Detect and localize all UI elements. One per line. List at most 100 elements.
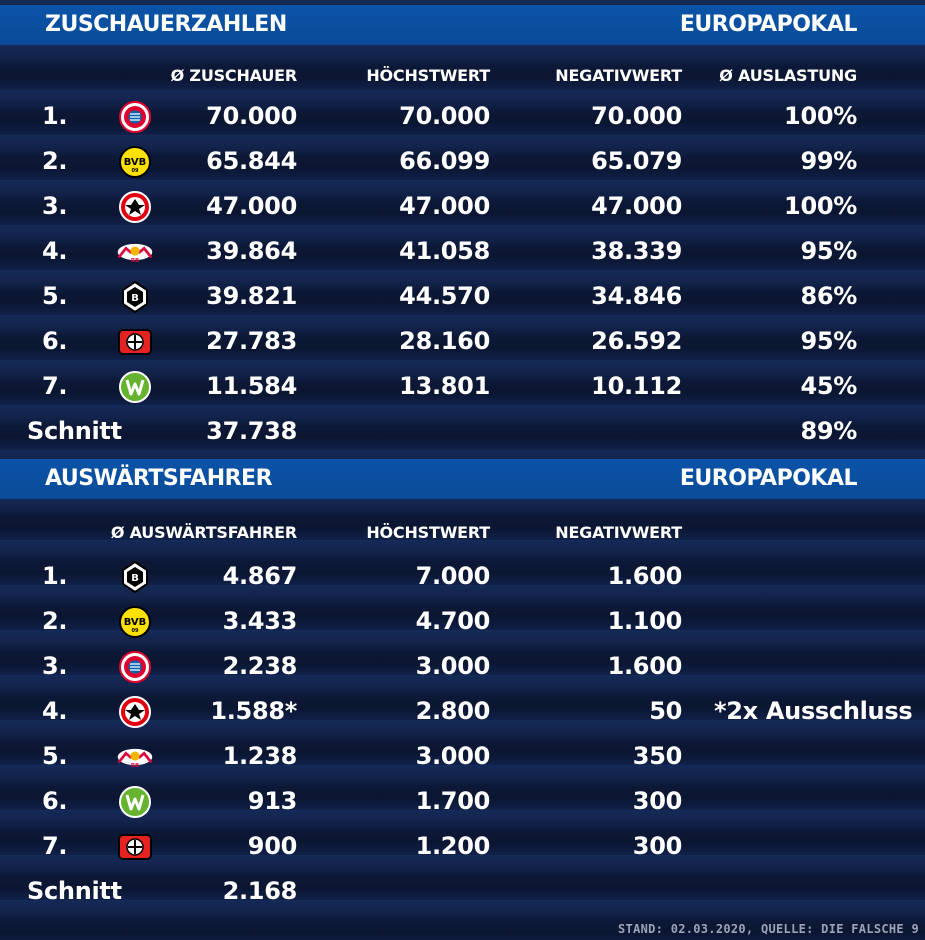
source-footer: STAND: 02.03.2020, QUELLE: DIE FALSCHE 9 [618, 922, 919, 936]
high-value: 28.160 [399, 327, 490, 355]
low-value: 300 [632, 832, 683, 860]
rank-label: 7. [42, 372, 68, 400]
rank-label: 2. [42, 147, 68, 175]
away-title: AUSWÄRTSFAHRER [45, 466, 273, 491]
high-value: 44.570 [399, 282, 490, 310]
rank-label: 1. [42, 102, 68, 130]
svg-text:09: 09 [132, 628, 139, 634]
avg-value: 39.864 [206, 237, 297, 265]
attendance-row: 4. 39.864 41.058 38.339 95% RB [0, 229, 925, 274]
col-avg-away: Ø AUSWÄRTSFAHRER [110, 523, 297, 542]
col-utilization: Ø AUSLASTUNG [719, 66, 857, 85]
util-value: 100% [784, 102, 857, 130]
rank-label: 5. [42, 282, 68, 310]
attendance-header-bar: ZUSCHAUERZAHLEN EUROPAPOKAL [0, 5, 925, 45]
svg-text:BVB: BVB [124, 617, 147, 628]
rank-label: 3. [42, 192, 68, 220]
svg-text:B: B [131, 293, 139, 304]
avg-value: 900 [247, 832, 298, 860]
attendance-competition: EUROPAPOKAL [679, 12, 858, 37]
wolfsburg-crest-icon [115, 786, 155, 818]
avg-value: 4.867 [222, 562, 298, 590]
away-row: 5. 1.238 3.000 350 RB [0, 734, 925, 779]
away-row: 3. 2.238 3.000 1.600 [0, 644, 925, 689]
rank-label: 1. [42, 562, 68, 590]
util-value: 99% [800, 147, 857, 175]
low-value: 47.000 [591, 192, 682, 220]
low-value: 350 [632, 742, 683, 770]
util-value: 100% [784, 192, 857, 220]
attendance-row: 2. 65.844 66.099 65.079 99% BVB 09 [0, 139, 925, 184]
away-row: 6. 913 1.700 300 [0, 779, 925, 824]
util-value: 95% [800, 237, 857, 265]
high-value: 3.000 [415, 652, 491, 680]
rb-leipzig-crest-icon: RB [115, 741, 155, 773]
low-value: 1.600 [607, 562, 683, 590]
col-high: HÖCHSTWERT [366, 66, 490, 85]
leverkusen-crest-icon [115, 326, 155, 358]
avg-value: 3.433 [222, 607, 298, 635]
low-value: 26.592 [591, 327, 682, 355]
low-value: 50 [649, 697, 682, 725]
avg-value: 2.238 [222, 652, 298, 680]
low-value: 10.112 [591, 372, 682, 400]
low-value: 1.600 [607, 652, 683, 680]
gladbach-crest-icon: B [115, 561, 155, 593]
away-row: 4. 1.588* 2.800 50 *2x Ausschluss [0, 689, 925, 734]
rb-leipzig-crest-icon: RB [115, 236, 155, 268]
high-value: 2.800 [415, 697, 491, 725]
high-value: 7.000 [415, 562, 491, 590]
rank-label: 3. [42, 652, 68, 680]
summary-label: Schnitt [27, 417, 122, 445]
svg-text:RB: RB [131, 258, 139, 264]
fc-bayern-crest-icon [115, 101, 155, 133]
attendance-summary-row: Schnitt 37.738 89% [0, 409, 925, 454]
avg-value: 11.584 [206, 372, 297, 400]
avg-value: 913 [247, 787, 298, 815]
rank-label: 5. [42, 742, 68, 770]
leverkusen-crest-icon [115, 831, 155, 863]
high-value: 47.000 [399, 192, 490, 220]
high-value: 41.058 [399, 237, 490, 265]
away-summary-avg: 2.168 [222, 877, 298, 905]
svg-text:09: 09 [132, 168, 139, 174]
away-summary-label: Schnitt [27, 877, 122, 905]
summary-util: 89% [800, 417, 857, 445]
attendance-row: 6. 27.783 28.160 26.592 95% [0, 319, 925, 364]
high-value: 1.700 [415, 787, 491, 815]
avg-value: 39.821 [206, 282, 297, 310]
attendance-row: 7. 11.584 13.801 10.112 45% [0, 364, 925, 409]
away-header-bar: AUSWÄRTSFAHRER EUROPAPOKAL [0, 459, 925, 499]
rank-label: 2. [42, 607, 68, 635]
avg-value: 1.238 [222, 742, 298, 770]
util-value: 86% [800, 282, 857, 310]
svg-text:B: B [131, 573, 139, 584]
bvb-crest-icon: BVB 09 [115, 606, 155, 638]
col-away-high: HÖCHSTWERT [366, 523, 490, 542]
gladbach-crest-icon: B [115, 281, 155, 313]
low-value: 300 [632, 787, 683, 815]
low-value: 65.079 [591, 147, 682, 175]
high-value: 3.000 [415, 742, 491, 770]
util-value: 45% [800, 372, 857, 400]
attendance-row: 3. 47.000 47.000 47.000 100% [0, 184, 925, 229]
attendance-title: ZUSCHAUERZAHLEN [45, 12, 287, 37]
rank-label: 4. [42, 697, 68, 725]
high-value: 66.099 [399, 147, 490, 175]
away-row: 1. 4.867 7.000 1.600 B [0, 554, 925, 599]
avg-value: 65.844 [206, 147, 297, 175]
away-row: 7. 900 1.200 300 [0, 824, 925, 869]
col-low: NEGATIVWERT [555, 66, 682, 85]
attendance-row: 1. 70.000 70.000 70.000 100% [0, 94, 925, 139]
away-summary-row: Schnitt 2.168 [0, 869, 925, 914]
rank-label: 4. [42, 237, 68, 265]
high-value: 13.801 [399, 372, 490, 400]
low-value: 34.846 [591, 282, 682, 310]
attendance-row: 5. 39.821 44.570 34.846 86% B [0, 274, 925, 319]
high-value: 4.700 [415, 607, 491, 635]
row-note: *2x Ausschluss [714, 697, 913, 725]
high-value: 1.200 [415, 832, 491, 860]
fc-bayern-crest-icon [115, 651, 155, 683]
low-value: 1.100 [607, 607, 683, 635]
col-avg-attendance: Ø ZUSCHAUER [170, 66, 298, 85]
